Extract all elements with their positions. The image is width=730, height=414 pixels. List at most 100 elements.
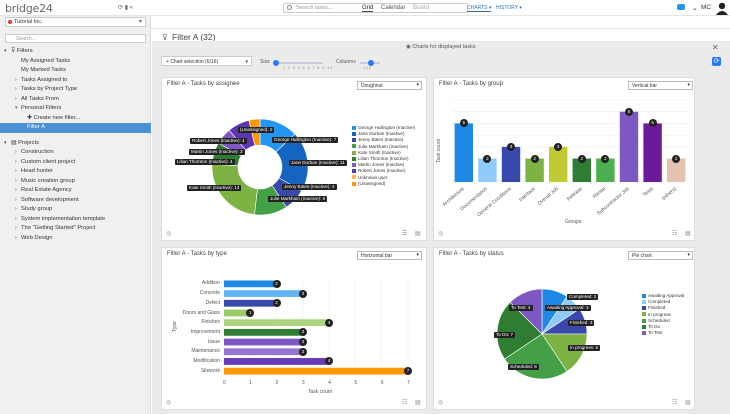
chart-type-dropdown[interactable]: Vertical bar ▾ (628, 81, 693, 90)
chevron-down-icon[interactable]: ▾ (4, 139, 7, 146)
size-slider[interactable] (273, 62, 323, 64)
size-slider-handle[interactable] (273, 60, 279, 66)
chevron-down-icon: ▾ (416, 252, 419, 258)
sidebar-item-tasks-assigned-to[interactable]: › Tasks Assigned to (0, 76, 151, 86)
chevron-right-icon[interactable]: › (15, 95, 17, 102)
bar[interactable] (548, 146, 568, 182)
bar[interactable] (525, 158, 544, 182)
bar[interactable] (224, 358, 330, 365)
chevron-down-icon[interactable]: ⌄ (692, 5, 698, 12)
bar[interactable] (619, 111, 639, 182)
bar[interactable] (224, 309, 251, 317)
chevron-down-icon[interactable]: ▾ (139, 19, 143, 25)
pdf-icon[interactable]: ▤ (415, 231, 421, 237)
visibility-icon[interactable]: ◎ (438, 231, 444, 237)
bar[interactable] (478, 158, 497, 182)
chevron-down-icon[interactable]: ▾ (15, 105, 18, 111)
sidebar-filters-header[interactable]: ▾ ⊽ Filters (0, 47, 151, 57)
tab-calendar[interactable]: Calendar (381, 5, 406, 11)
visibility-icon[interactable]: ◎ (438, 400, 444, 406)
tab-history[interactable]: HISTORY ▾ (496, 5, 522, 11)
pdf-icon[interactable]: ▤ (415, 400, 421, 406)
visibility-icon[interactable]: ◎ (166, 231, 172, 237)
tab-board[interactable]: Board (413, 5, 430, 11)
bar[interactable] (666, 158, 686, 182)
bar[interactable] (224, 299, 277, 307)
settings-icon[interactable]: ☷ (402, 400, 408, 406)
settings-icon[interactable]: ☷ (672, 400, 678, 406)
bar[interactable] (224, 338, 303, 346)
sidebar-project-item[interactable]: › Music creation group (0, 177, 151, 187)
visibility-icon[interactable]: ◎ (166, 400, 172, 406)
pie-slice[interactable] (509, 288, 543, 335)
app-logo[interactable]: bridge24 (5, 2, 53, 15)
pdf-icon[interactable]: ▤ (685, 231, 691, 237)
chevron-down-icon[interactable]: ▾ (4, 48, 7, 54)
chevron-right-icon[interactable]: › (15, 215, 17, 222)
chevron-right-icon[interactable]: › (15, 168, 17, 174)
legend-swatch (352, 144, 356, 149)
sidebar-project-item[interactable]: › Study group (0, 205, 151, 215)
sidebar-tools[interactable]: ⟳ ▮ « (118, 5, 133, 11)
bar[interactable] (224, 290, 303, 297)
chat-icon[interactable] (677, 4, 685, 10)
chevron-right-icon[interactable]: › (15, 196, 17, 203)
sidebar-item-all-tasks-from[interactable]: › All Tasks From (0, 95, 151, 105)
sidebar-projects-header[interactable]: ▾ ▤ Projects (0, 139, 151, 149)
sidebar-project-item[interactable]: › Construction (0, 148, 151, 158)
sidebar-search-input[interactable]: Search... (5, 34, 146, 43)
chart-type-dropdown[interactable]: Pie chart ▾ (628, 251, 693, 260)
bar[interactable] (596, 158, 615, 182)
chevron-right-icon[interactable]: › (15, 187, 17, 193)
bar[interactable] (454, 123, 474, 182)
avatar[interactable] (715, 1, 729, 15)
pdf-icon[interactable]: ▤ (685, 400, 691, 406)
chevron-right-icon[interactable]: › (15, 158, 17, 165)
chevron-right-icon[interactable]: › (15, 76, 17, 83)
table-icon[interactable]: ☰ (402, 231, 408, 237)
bar[interactable] (643, 123, 662, 182)
chevron-right-icon[interactable]: › (15, 234, 17, 241)
panel-tasks-by-status: Filter A - Tasks by status Pie chart ▾ Aw… (433, 247, 695, 410)
chevron-right-icon[interactable]: › (15, 225, 17, 231)
bar[interactable] (224, 328, 303, 336)
sidebar-project-item[interactable]: › Real Estate Agency (0, 186, 151, 196)
bar[interactable] (224, 367, 408, 375)
settings-icon[interactable]: ☷ (672, 231, 678, 237)
chevron-right-icon[interactable]: › (15, 149, 17, 155)
sidebar-project-item[interactable]: › The "Getting Started" Project (0, 224, 151, 234)
bar-value-label: 3 (298, 328, 307, 337)
sidebar-project-item[interactable]: › Web Design (0, 234, 151, 244)
chevron-right-icon[interactable]: › (15, 177, 17, 184)
sidebar-item-my-assigned-tasks[interactable]: My Assigned Tasks (0, 57, 151, 67)
chevron-right-icon[interactable]: › (15, 206, 17, 212)
bar[interactable] (224, 280, 277, 288)
chevron-right-icon[interactable]: › (15, 86, 17, 92)
chart-type-dropdown[interactable]: Doughnut ▾ (357, 81, 422, 90)
chart-type-dropdown[interactable]: Horizontal bar ▾ (357, 251, 422, 260)
refresh-button[interactable]: ⟳ (712, 57, 721, 66)
sidebar-project-item[interactable]: › System implementation template (0, 215, 151, 225)
legend-swatch (352, 150, 356, 155)
sidebar-project-item[interactable]: › Software development (0, 196, 151, 206)
sidebar-item-create-filter[interactable]: ✚ Create new filter... (0, 114, 151, 124)
bar[interactable] (572, 158, 592, 182)
close-icon[interactable]: ✕ (712, 43, 719, 52)
sidebar-item-filter-a[interactable]: Filter A (0, 123, 151, 133)
sidebar-item-my-marked-tasks[interactable]: My Marked Tasks (0, 66, 151, 76)
workspace-select[interactable]: Tutorial Inc. (5, 17, 146, 27)
pie-slice[interactable] (496, 301, 543, 360)
tab-charts[interactable]: CHARTS ▾ (467, 5, 492, 12)
sidebar-item-personal-filters[interactable]: ▾ Personal Filters (0, 104, 151, 114)
bar[interactable] (501, 146, 521, 182)
columns-slider-handle[interactable] (368, 60, 374, 66)
user-initials[interactable]: MC (701, 4, 712, 11)
chart-selection-dropdown[interactable]: + Chart selection (6/16) ▾ (161, 56, 252, 66)
bar[interactable] (224, 348, 303, 356)
search-input[interactable]: Search tasks... (283, 3, 468, 13)
sidebar-item-tasks-by-project-type[interactable]: › Tasks by Project Type (0, 85, 151, 95)
bar[interactable] (224, 319, 330, 327)
tab-grid[interactable]: Grid (362, 5, 374, 12)
sidebar-project-item[interactable]: › Custom client project (0, 158, 151, 168)
sidebar-project-item[interactable]: › Head hunter (0, 167, 151, 177)
